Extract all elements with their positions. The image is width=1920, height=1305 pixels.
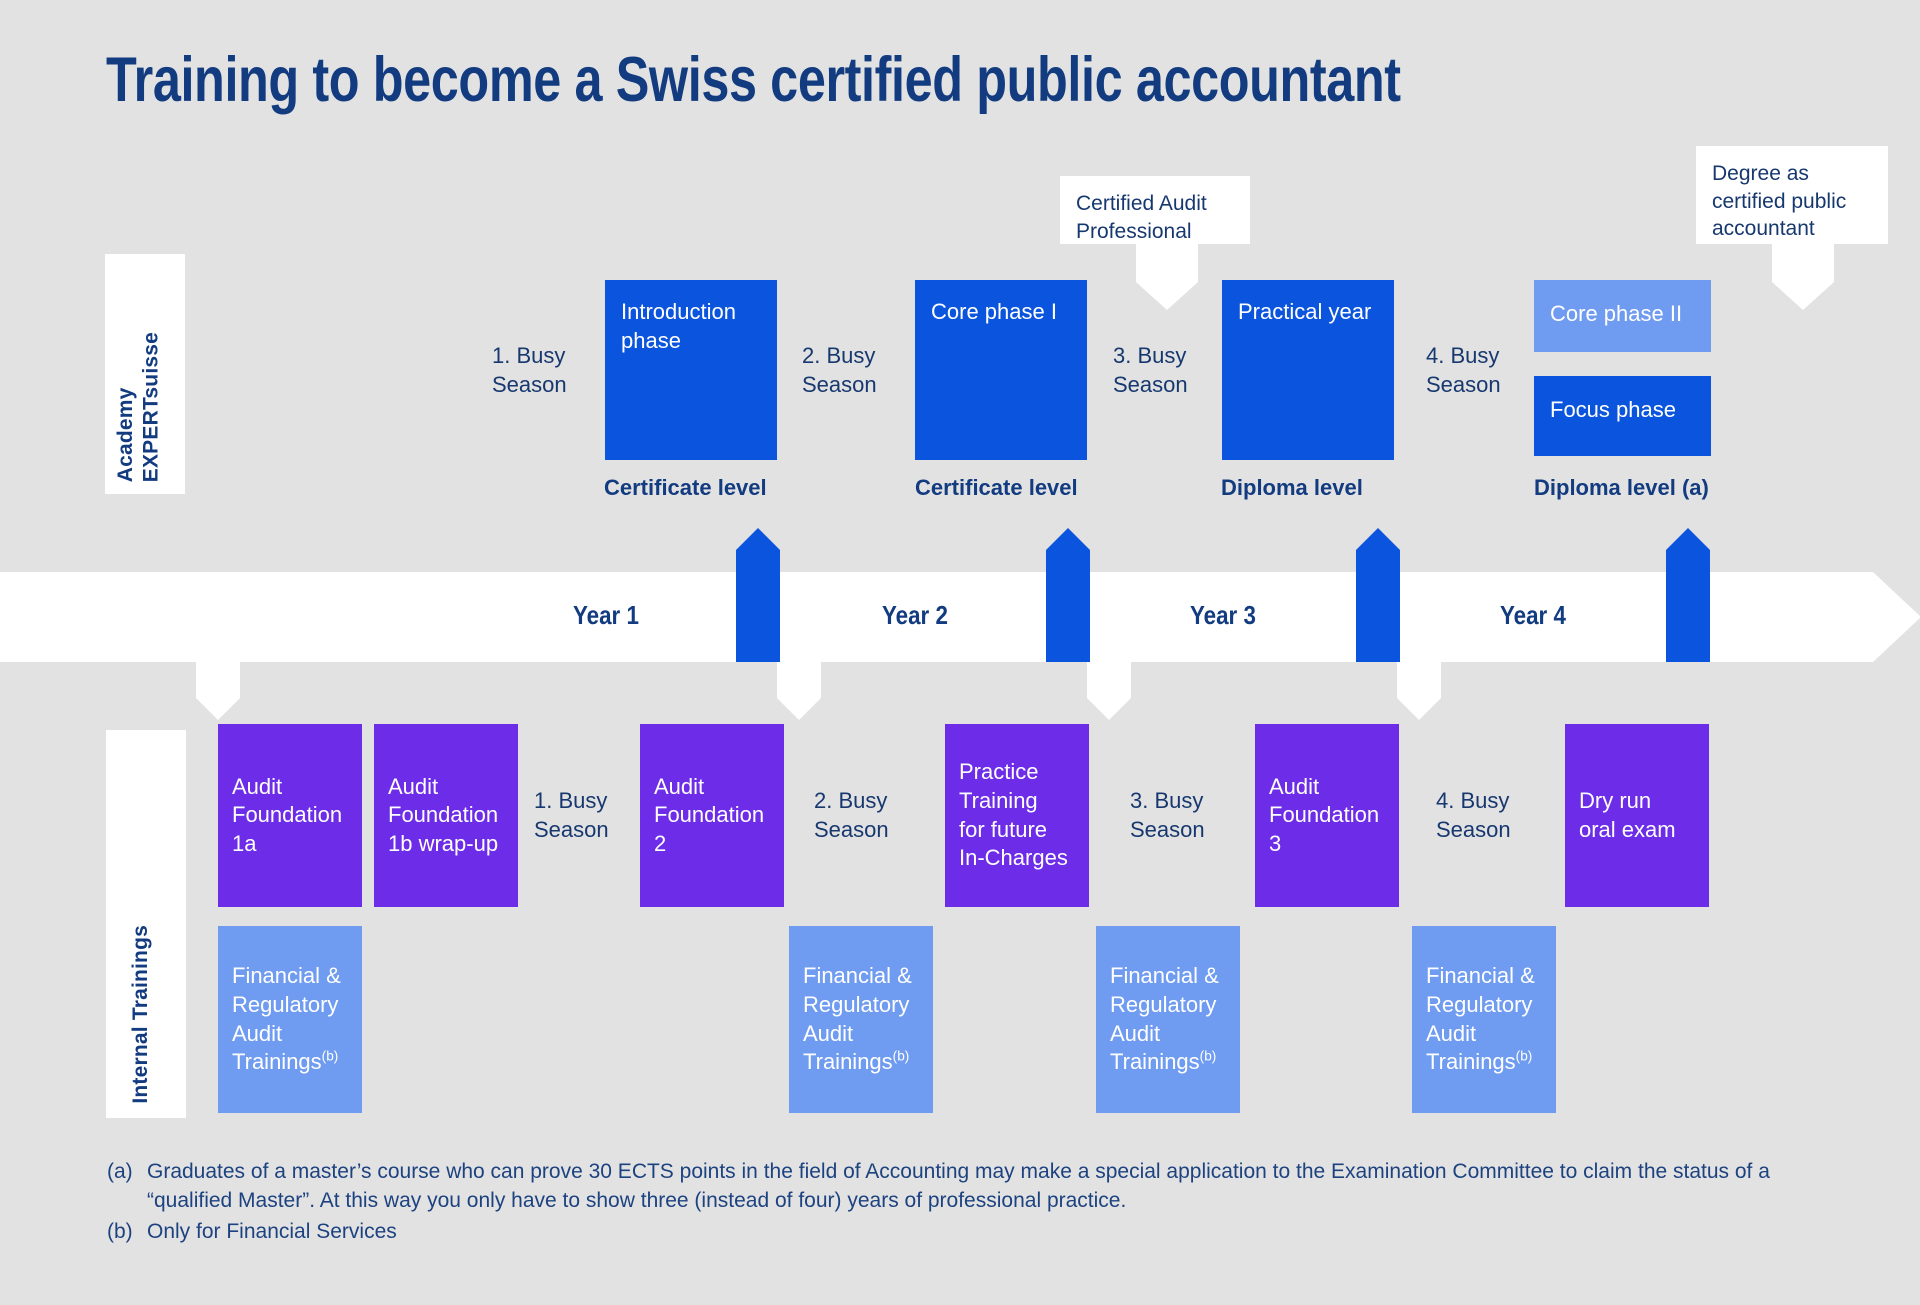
internal-trainings-side-label: Internal Trainings [129, 925, 152, 1104]
phase-box-introduction-phase[interactable]: Introduction phase [605, 280, 777, 460]
callout-tip-certified-audit-professional [1136, 282, 1198, 310]
training-busy-season-1: 1. Busy Season [534, 787, 609, 842]
training-busy-season-3: 3. Busy Season [1130, 787, 1205, 842]
financial-regulatory-label-4: Financial & Regulatory Audit Trainings(b… [1426, 963, 1535, 1075]
academy-busy-season-2: 2. Busy Season [802, 343, 877, 397]
academy-busy-season-1: 1. Busy Season [492, 343, 567, 397]
training-box-practice-training-in-charges[interactable]: Practice Training for future In-Charges [945, 724, 1089, 907]
year-label-4: Year 4 [1500, 600, 1566, 630]
academy-side-label: Academy EXPERTsuisse [114, 331, 163, 482]
financial-regulatory-label-2: Financial & Regulatory Audit Trainings(b… [803, 963, 912, 1075]
financial-regulatory-label-1: Financial & Regulatory Audit Trainings(b… [232, 963, 341, 1075]
footnote-a-text: Graduates of a master’s course who can p… [147, 1160, 1770, 1212]
milestone-down-arrow-4 [1397, 662, 1441, 720]
phase-box-core-phase-ii[interactable]: Core phase II [1534, 280, 1711, 352]
training-busy-season-2: 2. Busy Season [814, 787, 889, 842]
financial-regulatory-label-3: Financial & Regulatory Audit Trainings(b… [1110, 963, 1219, 1075]
page-title: Training to become a Swiss certified pub… [106, 45, 1401, 115]
phase-box-focus-phase[interactable]: Focus phase [1534, 376, 1711, 456]
milestone-up-arrow-2 [1046, 528, 1090, 662]
year-label-2: Year 2 [882, 600, 948, 630]
training-busy-season-4: 4. Busy Season [1436, 787, 1511, 842]
training-box-audit-foundation-1a[interactable]: Audit Foundation 1a [218, 724, 362, 907]
level-label-diploma-1: Diploma level [1221, 475, 1363, 500]
training-box-audit-foundation-2[interactable]: Audit Foundation 2 [640, 724, 784, 907]
internal-trainings-side-strip: Internal Trainings [106, 730, 186, 1118]
training-box-audit-foundation-3[interactable]: Audit Foundation 3 [1255, 724, 1399, 907]
academy-side-strip: Academy EXPERTsuisse [105, 254, 185, 494]
training-box-dry-run-oral-exam[interactable]: Dry run oral exam [1565, 724, 1709, 907]
level-label-certificate-1: Certificate level [604, 475, 767, 500]
year-label-3: Year 3 [1190, 600, 1256, 630]
training-box-financial-regulatory-3[interactable]: Financial & Regulatory Audit Trainings(b… [1096, 926, 1240, 1113]
callout-tail-degree [1772, 244, 1834, 282]
callout-certified-audit-professional: Certified Audit Professional [1060, 176, 1250, 244]
callout-degree-certified-public-accountant: Degree as certified public accountant [1696, 146, 1888, 244]
training-box-financial-regulatory-1[interactable]: Financial & Regulatory Audit Trainings(b… [218, 926, 362, 1113]
timeline-bar [0, 572, 1873, 662]
academy-busy-season-4: 4. Busy Season [1426, 343, 1501, 397]
milestone-down-arrow-2 [777, 662, 821, 720]
footnote-b: (b) Only for Financial Services [107, 1218, 1807, 1247]
phase-box-core-phase-i[interactable]: Core phase I [915, 280, 1087, 460]
footnote-a: (a) Graduates of a master’s course who c… [107, 1158, 1807, 1216]
callout-tip-degree [1772, 282, 1834, 310]
training-box-audit-foundation-1b-wrap-up[interactable]: Audit Foundation 1b wrap-up [374, 724, 518, 907]
phase-box-practical-year[interactable]: Practical year [1222, 280, 1394, 460]
training-box-financial-regulatory-2[interactable]: Financial & Regulatory Audit Trainings(b… [789, 926, 933, 1113]
milestone-up-arrow-4 [1666, 528, 1710, 662]
footnote-b-text: Only for Financial Services [147, 1219, 397, 1243]
milestone-down-arrow-1 [196, 662, 240, 720]
milestone-up-arrow-3 [1356, 528, 1400, 662]
callout-tail-certified-audit-professional [1136, 244, 1198, 282]
year-label-1: Year 1 [573, 600, 639, 630]
timeline-arrowhead-icon [1873, 572, 1920, 662]
milestone-up-arrow-1 [736, 528, 780, 662]
level-label-certificate-2: Certificate level [915, 475, 1078, 500]
training-box-financial-regulatory-4[interactable]: Financial & Regulatory Audit Trainings(b… [1412, 926, 1556, 1113]
level-label-diploma-2: Diploma level (a) [1534, 475, 1709, 500]
footnotes: (a) Graduates of a master’s course who c… [107, 1158, 1807, 1249]
milestone-down-arrow-3 [1087, 662, 1131, 720]
academy-busy-season-3: 3. Busy Season [1113, 343, 1188, 397]
footnote-b-mark: (b) [107, 1219, 133, 1243]
footnote-a-mark: (a) [107, 1160, 133, 1183]
